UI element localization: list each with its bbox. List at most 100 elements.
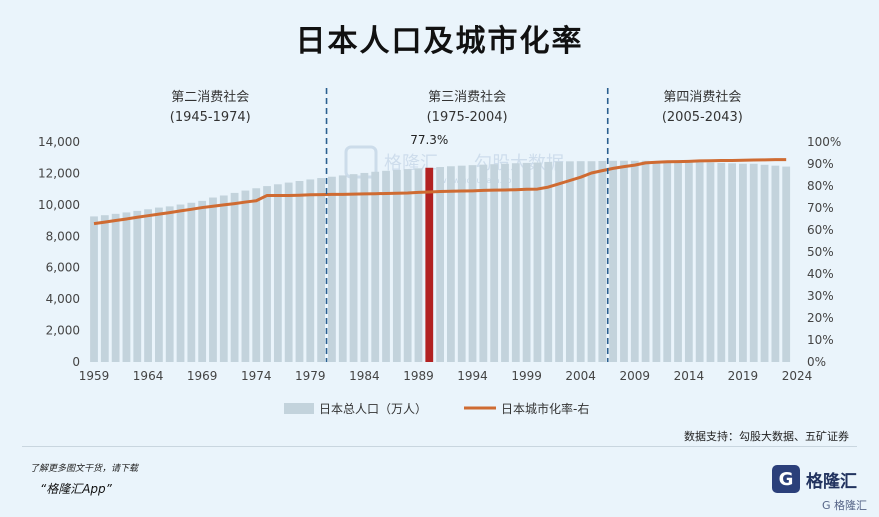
population-bar	[565, 161, 574, 362]
population-bar	[111, 213, 120, 362]
x-tick: 1969	[187, 369, 218, 383]
population-bar	[620, 160, 628, 362]
x-tick: 1984	[349, 369, 380, 383]
x-tick: 2019	[728, 369, 759, 383]
population-bar	[652, 161, 661, 362]
y-right-tick: 90%	[807, 157, 834, 171]
x-tick: 1979	[295, 369, 326, 383]
population-bar	[501, 163, 509, 362]
population-bar	[706, 162, 715, 362]
population-bar	[533, 162, 542, 362]
y-left-tick: 2,000	[46, 324, 80, 338]
x-tick: 1959	[79, 369, 110, 383]
population-bar	[609, 160, 618, 362]
population-bar	[198, 200, 207, 362]
population-bar	[165, 206, 174, 362]
legend-urbanization-label: 日本城市化率-右	[501, 401, 589, 416]
population-bar	[468, 165, 477, 362]
y-left-tick: 8,000	[46, 229, 80, 243]
y-right-tick: 50%	[807, 245, 834, 259]
population-bar	[695, 162, 704, 362]
population-bar	[663, 161, 672, 362]
population-bar	[641, 160, 650, 362]
population-bar	[209, 197, 217, 362]
population-bar	[544, 161, 553, 362]
urbanization-line	[93, 158, 787, 226]
population-bar	[728, 163, 736, 362]
population-bar	[155, 207, 163, 362]
population-bar	[522, 162, 531, 362]
x-tick: 2009	[619, 369, 650, 383]
population-bar	[144, 209, 152, 362]
y-right-tick: 30%	[807, 289, 834, 303]
population-bar	[782, 166, 791, 362]
chart-title: 日本人口及城市化率	[295, 24, 584, 59]
y-left-tick: 4,000	[46, 292, 80, 306]
x-tick: 1999	[511, 369, 542, 383]
corner-brand: G 格隆汇	[821, 499, 867, 512]
population-bar	[263, 186, 271, 362]
x-tick: 1989	[403, 369, 434, 383]
period-range: (1975-2004)	[427, 110, 508, 125]
population-bar	[133, 210, 142, 362]
population-bar	[392, 169, 401, 362]
population-bar	[90, 216, 98, 362]
y-left-tick: 12,000	[38, 166, 80, 180]
brand-name: 格隆汇	[806, 471, 857, 492]
population-bar	[555, 161, 563, 362]
population-bar	[447, 166, 455, 362]
y-right-tick: 40%	[807, 267, 834, 281]
population-bar	[317, 178, 326, 362]
population-bar	[100, 215, 109, 362]
population-bar	[295, 180, 304, 362]
population-bar	[479, 164, 488, 362]
population-bar	[587, 161, 596, 362]
period-name: 第四消费社会	[663, 89, 741, 105]
population-bar	[684, 162, 693, 362]
brand-mark-icon: G	[772, 465, 800, 493]
population-bar	[674, 161, 682, 362]
highlight-label: 77.3%	[410, 133, 448, 147]
x-tick: 1994	[457, 369, 488, 383]
y-left-tick: 0	[72, 355, 80, 369]
watermark-brand: 格隆汇	[384, 153, 438, 174]
population-bar	[241, 190, 250, 362]
population-bar	[187, 202, 196, 362]
promo-text: 了解更多图文干货，请下载	[30, 464, 139, 474]
highlight-bar	[425, 167, 434, 362]
population-bar	[382, 170, 390, 362]
brand-logo: G 格隆汇	[772, 462, 857, 496]
period-range: (1945-1974)	[170, 110, 251, 125]
population-bar	[349, 174, 358, 362]
population-bar	[576, 161, 585, 362]
x-tick: 1974	[241, 369, 272, 383]
period-name: 第三消费社会	[428, 89, 506, 105]
source-note: 数据支持：勾股大数据、五矿证券	[684, 430, 849, 443]
population-bar	[717, 162, 726, 362]
population-bar	[436, 166, 444, 362]
population-bar	[598, 161, 607, 362]
population-bar	[511, 163, 520, 362]
population-bar	[403, 169, 412, 362]
y-left-tick: 10,000	[38, 198, 80, 212]
x-tick: 2004	[565, 369, 596, 383]
population-bar	[360, 172, 369, 362]
population-bar	[630, 160, 639, 362]
population-bar	[252, 188, 261, 362]
promo-app-name: “格隆汇App”	[40, 482, 112, 496]
population-bar	[457, 165, 466, 362]
x-tick: 2024	[782, 369, 813, 383]
x-tick: 1964	[133, 369, 164, 383]
population-bar	[219, 195, 228, 362]
population-bar	[122, 212, 131, 362]
y-left-tick: 14,000	[38, 135, 80, 149]
population-bar	[306, 179, 315, 362]
population-bar	[273, 184, 282, 362]
y-right-tick: 20%	[807, 311, 834, 325]
y-right-tick: 60%	[807, 223, 834, 237]
population-bar	[739, 163, 747, 362]
y-right-tick: 100%	[807, 135, 841, 149]
population-bar	[749, 163, 758, 362]
y-right-tick: 0%	[807, 355, 826, 369]
legend-population-swatch	[284, 403, 314, 414]
